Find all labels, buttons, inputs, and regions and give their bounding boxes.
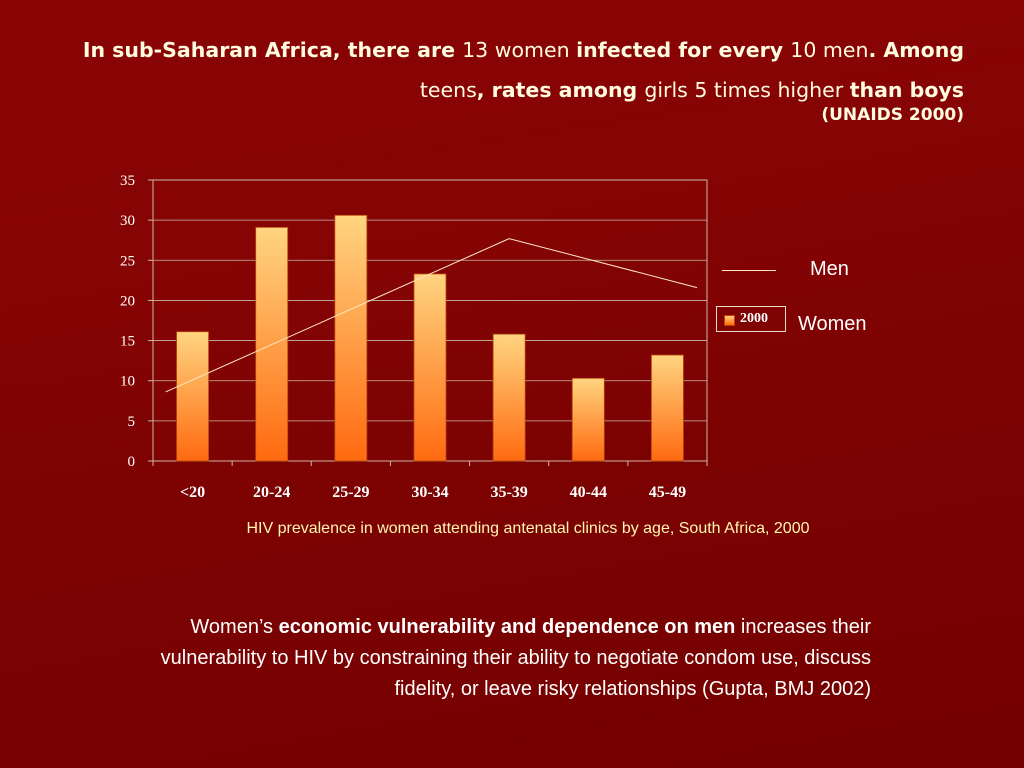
slide-title: In sub-Saharan Africa, there are 13 wome… xyxy=(44,30,964,126)
bar-2529 xyxy=(334,214,368,462)
legend-box: 2000 xyxy=(716,306,786,332)
x-tick-label: 45-49 xyxy=(649,484,686,501)
legend-men-label: Men xyxy=(810,258,849,280)
y-tick-label: 5 xyxy=(128,414,136,430)
body-paragraph: Women’s economic vulnerability and depen… xyxy=(101,612,871,705)
x-tick-label: 20-24 xyxy=(253,484,290,501)
bar-20 xyxy=(176,331,209,462)
y-tick-label: 35 xyxy=(120,173,135,189)
title-text: In sub-Saharan Africa, there are 13 wome… xyxy=(83,38,964,102)
legend-year-label: 2000 xyxy=(740,311,768,326)
title-run: . Among xyxy=(868,38,964,62)
y-tick-label: 20 xyxy=(120,293,135,309)
title-run: teens xyxy=(419,78,477,102)
x-tick-label: 30-34 xyxy=(411,484,448,501)
chart-caption: HIV prevalence in women attending antena… xyxy=(246,520,810,537)
x-tick-label: <20 xyxy=(180,484,205,501)
bar-4044 xyxy=(571,377,605,462)
x-tick-label: 35-39 xyxy=(490,484,527,501)
title-run: infected for every xyxy=(576,38,791,62)
body-run: Women’s xyxy=(190,616,279,638)
bar-4549 xyxy=(651,354,684,462)
legend-women-label: Women xyxy=(798,313,867,335)
bar-3539 xyxy=(492,333,526,462)
title-run: In sub-Saharan Africa, there are xyxy=(82,38,463,62)
bar-3034 xyxy=(413,273,447,462)
y-tick-label: 0 xyxy=(128,454,136,470)
y-tick-label: 10 xyxy=(120,374,135,390)
legend-men-line xyxy=(722,270,776,271)
y-tick-label: 25 xyxy=(120,253,135,269)
title-run: 10 men xyxy=(790,38,869,62)
men-series-line xyxy=(165,238,698,393)
y-tick-label: 30 xyxy=(120,213,135,229)
body-run: increases their vulnerability to HIV by … xyxy=(160,616,871,700)
title-source: (UNAIDS 2000) xyxy=(821,105,964,125)
title-run: , rates among xyxy=(476,78,645,102)
title-run: than boys xyxy=(849,78,964,102)
legend-bar-swatch xyxy=(724,315,735,326)
x-tick-label: 25-29 xyxy=(332,484,369,501)
title-run: 13 women xyxy=(462,38,577,62)
body-run: economic vulnerability and dependence on… xyxy=(278,616,736,638)
x-tick-label: 40-44 xyxy=(570,484,607,501)
y-tick-label: 15 xyxy=(120,334,135,350)
title-run: girls 5 times higher xyxy=(644,78,850,102)
